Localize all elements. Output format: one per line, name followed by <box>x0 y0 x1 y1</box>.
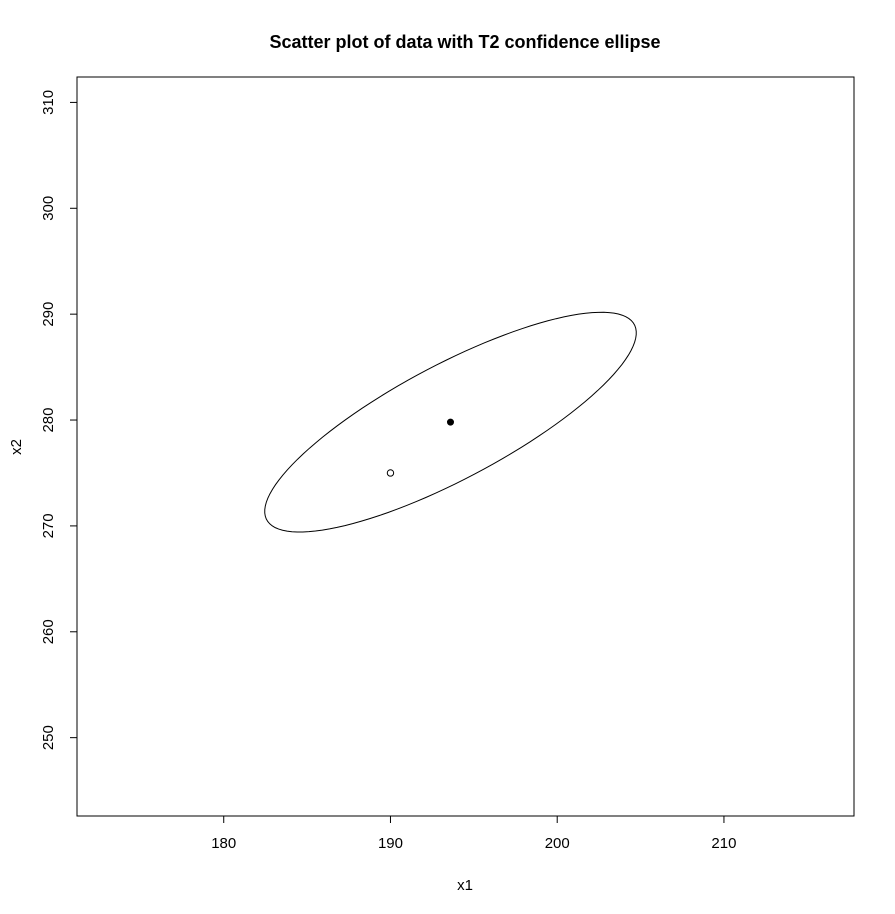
x-tick-label: 180 <box>211 835 236 852</box>
mean-point <box>446 418 454 426</box>
x-tick-label: 210 <box>711 835 736 852</box>
y-axis: 250 260 270 280 290 300 310 <box>40 90 78 750</box>
x-axis: 180 190 200 210 <box>211 815 736 852</box>
y-tick-label: 300 <box>40 196 57 221</box>
x-tick-label: 190 <box>378 835 403 852</box>
confidence-ellipse <box>264 311 637 533</box>
chart-title: Scatter plot of data with T2 confidence … <box>269 32 660 52</box>
y-axis-label: x2 <box>8 439 25 455</box>
x-tick-label: 200 <box>545 835 570 852</box>
y-tick-label: 290 <box>40 302 57 327</box>
plot-frame <box>76 76 855 817</box>
y-tick-label: 310 <box>40 90 57 115</box>
x-axis-label: x1 <box>457 877 473 894</box>
y-tick-label: 270 <box>40 513 57 538</box>
y-tick-label: 260 <box>40 619 57 644</box>
hypothesis-point <box>386 469 395 477</box>
y-tick-label: 250 <box>40 725 57 750</box>
y-tick-label: 280 <box>40 408 57 433</box>
data-points <box>386 418 454 477</box>
